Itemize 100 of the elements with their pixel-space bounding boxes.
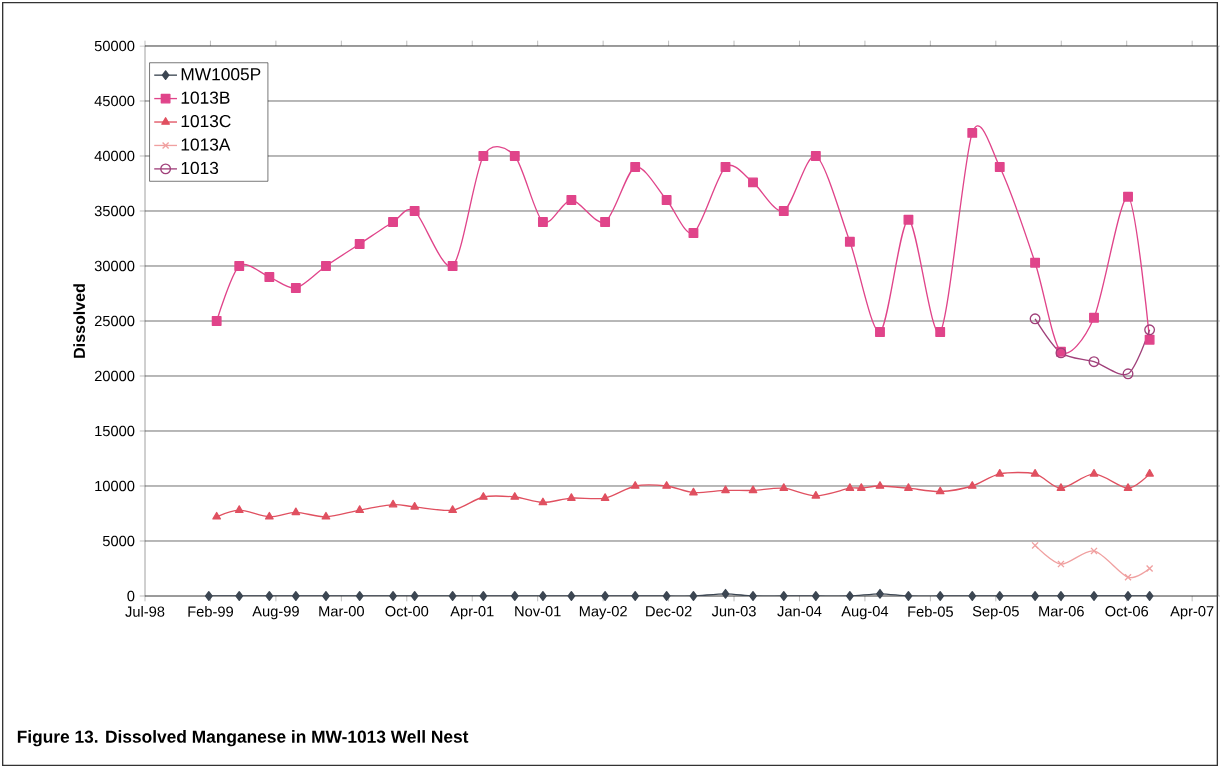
- x-tick-label: Nov-01: [515, 606, 561, 617]
- y-tick-label: 15000: [95, 425, 135, 437]
- point: [1144, 334, 1155, 345]
- point: [779, 591, 788, 601]
- x-tick-label: Jun-03: [711, 606, 756, 617]
- point: [968, 591, 977, 601]
- y-axis-title: Dissolved: [73, 284, 86, 358]
- legend-label: 1013A: [181, 138, 231, 151]
- point: [661, 195, 672, 205]
- y-tick-label: 25000: [94, 315, 135, 327]
- legend-label: MW1005P: [181, 68, 261, 81]
- point: [321, 261, 331, 271]
- x-tick-label: Mar-06: [1039, 606, 1084, 617]
- x-tick-label: Aug-99: [252, 606, 299, 620]
- point: [537, 217, 548, 227]
- point: [448, 505, 457, 513]
- point: [689, 487, 698, 496]
- point: [355, 591, 364, 601]
- x-tick-label: Apr-07: [1170, 606, 1214, 620]
- y-tick-label: 35000: [94, 205, 135, 217]
- point: [1031, 591, 1039, 601]
- point: [935, 486, 945, 495]
- x-tick-label: Sep-05: [972, 606, 1019, 620]
- y-tick-label: 20000: [94, 370, 135, 382]
- point: [904, 483, 913, 491]
- point: [967, 481, 977, 489]
- point: [779, 483, 789, 491]
- point: [935, 327, 946, 337]
- point: [1057, 591, 1065, 601]
- point: [1122, 368, 1134, 380]
- point: [1031, 541, 1039, 550]
- point: [478, 151, 489, 161]
- point: [903, 214, 914, 225]
- point: [567, 591, 576, 601]
- point: [601, 591, 609, 601]
- x-tick-label: Jul-98: [125, 606, 165, 617]
- point: [510, 591, 519, 601]
- point: [844, 236, 855, 247]
- point: [748, 177, 758, 188]
- point: [409, 206, 420, 216]
- point: [447, 261, 458, 271]
- point: [688, 228, 699, 238]
- point: [1145, 591, 1154, 601]
- point: [509, 151, 520, 161]
- y-tick-label: 40000: [94, 150, 135, 162]
- point: [322, 591, 330, 601]
- point: [410, 591, 419, 601]
- point: [1090, 547, 1098, 555]
- point: [995, 468, 1005, 477]
- point: [538, 497, 548, 506]
- x-tick-label: Oct-06: [1105, 606, 1149, 617]
- point: [355, 505, 365, 513]
- point: [876, 588, 884, 599]
- point: [994, 162, 1005, 172]
- point: [1124, 591, 1132, 601]
- point: [479, 492, 488, 500]
- point: [811, 591, 820, 601]
- x-tick-label: Feb-05: [908, 606, 953, 617]
- point: [1123, 191, 1133, 202]
- point: [1145, 564, 1154, 573]
- point: [211, 316, 222, 326]
- point: [749, 591, 757, 601]
- point: [845, 483, 855, 491]
- point: [1030, 257, 1041, 268]
- point: [875, 481, 885, 489]
- point: [1145, 468, 1154, 477]
- point: [995, 591, 1004, 601]
- point: [631, 591, 640, 601]
- point: [689, 591, 698, 601]
- point: [321, 511, 331, 520]
- point: [410, 501, 420, 510]
- point: [721, 588, 730, 599]
- point: [778, 206, 789, 216]
- point: [662, 481, 671, 489]
- y-tick-label: 30000: [94, 260, 135, 272]
- point: [936, 591, 945, 601]
- x-tick-label: Jan-04: [777, 606, 822, 617]
- x-tick-label: Oct-00: [385, 606, 429, 617]
- point: [720, 162, 731, 172]
- point: [510, 492, 520, 500]
- point: [389, 591, 397, 601]
- point: [448, 591, 457, 601]
- y-tick-label: 45000: [94, 95, 135, 107]
- point: [967, 127, 978, 138]
- point: [539, 591, 547, 601]
- legend-label: 1013C: [181, 114, 231, 128]
- text: Figure 13. Dissolved Manganese in MW-1013 Well Nest: [17, 730, 469, 747]
- y-tick-label: 10000: [95, 480, 135, 492]
- point: [1030, 468, 1040, 477]
- x-tick-label: Feb-99: [188, 606, 233, 617]
- point: [846, 591, 854, 601]
- point: [904, 591, 913, 601]
- point: [388, 499, 398, 508]
- point: [354, 239, 365, 249]
- point: [600, 493, 610, 501]
- point: [1029, 313, 1041, 325]
- point: [721, 485, 730, 494]
- point: [291, 507, 301, 516]
- point: [265, 591, 274, 601]
- point: [1124, 573, 1132, 581]
